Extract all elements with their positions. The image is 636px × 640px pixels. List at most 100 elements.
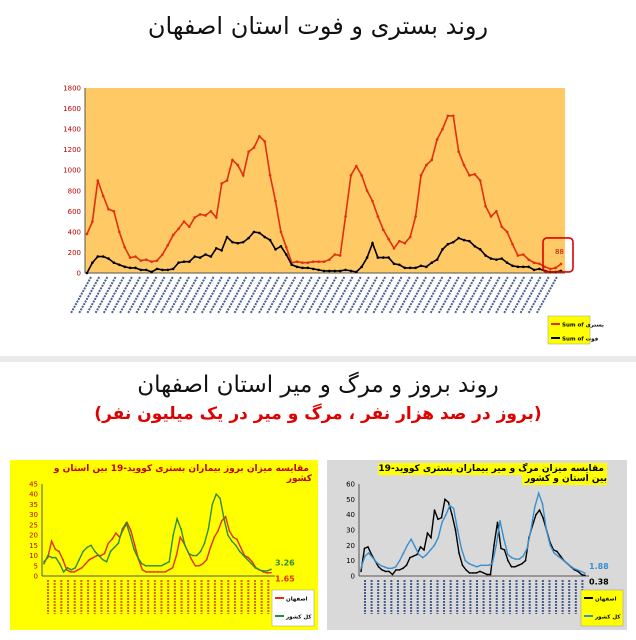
data-point: [220, 249, 223, 252]
data-point: [209, 210, 213, 213]
data-point: [538, 267, 541, 271]
data-point: [150, 260, 153, 263]
data-point: [381, 569, 383, 571]
data-point: [433, 509, 436, 511]
x-tick-mark: [110, 276, 133, 314]
data-point: [478, 179, 482, 182]
data-point: [518, 558, 521, 560]
x-tick-mark: [86, 276, 109, 314]
data-point: [349, 174, 353, 177]
data-point: [360, 570, 362, 573]
data-point: [139, 268, 143, 272]
data-point: [188, 552, 190, 555]
data-point: [290, 263, 293, 267]
x-tick-mark: [70, 276, 92, 314]
data-point: [123, 246, 127, 249]
end-value-label: 1.65: [275, 575, 295, 584]
data-point: [217, 530, 219, 532]
data-point: [134, 544, 136, 547]
data-point: [263, 140, 267, 143]
x-tick-mark: [94, 276, 117, 314]
data-point: [468, 174, 471, 177]
data-point: [360, 265, 364, 269]
data-point: [441, 248, 444, 251]
data-point: [166, 243, 170, 247]
data-point: [239, 546, 242, 549]
data-point: [521, 265, 525, 269]
data-point: [522, 555, 525, 557]
data-point: [58, 550, 60, 553]
legend: [547, 315, 591, 345]
data-point: [198, 256, 202, 259]
data-point: [554, 266, 557, 270]
data-point: [435, 258, 439, 261]
data-point: [491, 562, 494, 565]
x-tick-mark: [184, 276, 207, 314]
data-point: [416, 553, 418, 556]
data-point: [141, 569, 144, 571]
data-point: [440, 516, 443, 519]
data-point: [184, 544, 186, 547]
data-point: [193, 255, 197, 258]
legend-label: اصفهان: [286, 597, 308, 603]
data-point: [179, 536, 181, 538]
data-point: [236, 241, 240, 245]
data-point: [460, 547, 463, 550]
end-value-label: 1.88: [589, 562, 609, 571]
data-point: [74, 567, 77, 569]
data-point: [73, 571, 76, 573]
data-point: [383, 566, 385, 568]
data-point: [284, 246, 288, 249]
data-point: [258, 231, 261, 235]
data-point: [188, 260, 191, 263]
data-point: [205, 558, 208, 561]
data-point: [234, 544, 237, 547]
data-point: [421, 556, 424, 559]
x-tick-mark: [176, 276, 199, 314]
data-point: [251, 560, 253, 563]
data-point: [365, 256, 369, 259]
data-point: [514, 558, 517, 560]
y-tick-label: 45: [29, 481, 38, 489]
data-point: [414, 266, 417, 270]
x-tick-mark: [217, 276, 239, 314]
data-point: [202, 562, 204, 565]
data-point: [85, 232, 89, 236]
data-point: [376, 215, 380, 218]
data-point: [144, 268, 148, 272]
x-tick-mark: [151, 276, 174, 314]
data-point: [468, 572, 471, 574]
data-point: [425, 163, 428, 167]
data-point: [241, 240, 245, 244]
data-point: [479, 570, 481, 573]
data-point: [236, 538, 238, 540]
x-tick-mark: [78, 276, 101, 314]
x-tick-mark: [298, 276, 321, 314]
data-point: [270, 571, 272, 574]
data-point: [462, 163, 466, 167]
data-point: [82, 550, 84, 553]
data-point: [144, 564, 147, 567]
data-point: [489, 257, 493, 260]
data-point: [128, 266, 132, 270]
y-tick-label: 0: [34, 573, 38, 581]
data-point: [191, 554, 194, 557]
data-point: [62, 558, 64, 561]
data-point: [236, 163, 240, 167]
data-point: [188, 225, 191, 229]
data-point: [66, 567, 69, 569]
chart-title-wrap: مقایسه میزان مرگ و میر بیماران بستری کوو…: [363, 463, 607, 485]
x-tick-mark: [405, 276, 427, 314]
data-point: [493, 544, 495, 547]
data-point: [228, 530, 231, 532]
data-point: [130, 530, 132, 532]
data-point: [338, 254, 342, 257]
data-point: [419, 174, 423, 177]
data-point: [559, 262, 563, 266]
data-point: [137, 556, 139, 559]
data-point: [468, 239, 471, 243]
data-point: [96, 179, 100, 182]
data-point: [451, 513, 453, 516]
data-point: [545, 529, 548, 531]
data-point: [225, 235, 229, 239]
